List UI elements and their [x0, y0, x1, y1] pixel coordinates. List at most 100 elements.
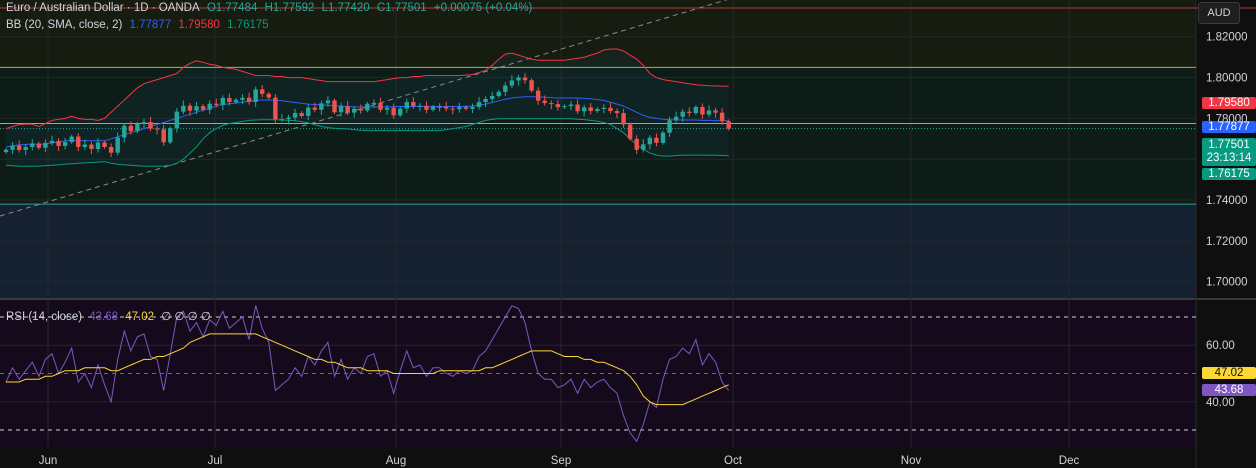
candle-body — [719, 112, 725, 122]
last-price-tag: 1.77501 23:13:14 — [1202, 138, 1256, 166]
rsi-ma-line — [6, 333, 729, 406]
candles — [3, 73, 731, 157]
candle-body — [687, 111, 692, 114]
candle-body — [424, 105, 429, 110]
bar-countdown: 23:13:14 — [1206, 152, 1252, 164]
rsi-label[interactable]: RSI (14, close) — [6, 311, 83, 323]
price-tick-label: 1.70000 — [1206, 277, 1248, 289]
bb-lower-price-tag: 1.76175 — [1202, 168, 1256, 180]
bb-lower-value: 1.76175 — [227, 19, 269, 31]
open-value: O1.77484 — [206, 2, 258, 14]
candle-body — [122, 125, 127, 138]
candle-body — [286, 117, 291, 120]
candle-body — [187, 105, 193, 111]
candle-body — [102, 142, 107, 147]
price-tick-label: 1.74000 — [1206, 195, 1248, 207]
candle-body — [568, 104, 574, 107]
last-price-value: 1.77501 — [1208, 139, 1250, 151]
candle-body — [128, 125, 134, 132]
rsi-ma-value: 47.02 — [125, 311, 155, 323]
candle-body — [56, 140, 61, 146]
zone-middle — [0, 67, 1196, 205]
change-value: +0.00075 (+0.04%) — [433, 2, 533, 14]
candle-body — [483, 98, 488, 103]
candle-body — [529, 80, 534, 91]
bb-lower-line — [5, 118, 729, 167]
high-value: H1.77592 — [264, 2, 315, 14]
candle-body — [542, 100, 547, 104]
currency-button[interactable]: AUD — [1198, 2, 1240, 24]
candle-body — [496, 91, 501, 96]
rsi-legend: RSI (14, close) 43.68 47.02 ∅ ∅ ∅ ∅ — [6, 309, 215, 323]
candle-body — [115, 137, 120, 153]
candle-body — [312, 107, 317, 110]
candle-body — [647, 137, 653, 145]
candle-body — [266, 93, 271, 98]
candle-body — [108, 146, 114, 153]
candle-body — [411, 102, 416, 107]
candle-body — [200, 106, 206, 110]
candle-body — [522, 77, 528, 81]
candle-body — [352, 108, 357, 113]
candle-body — [713, 110, 718, 113]
candle-body — [595, 108, 600, 112]
candle-body — [693, 106, 699, 114]
low-value: L1.77420 — [321, 2, 370, 14]
candle-body — [62, 142, 68, 146]
candle-body — [358, 108, 363, 111]
candle-body — [700, 106, 705, 115]
candle-body — [174, 111, 180, 129]
candle-body — [549, 103, 554, 105]
candle-body — [601, 107, 607, 109]
candle-body — [220, 97, 226, 105]
rsi-tick-label: 40.00 — [1206, 397, 1235, 409]
candle-body — [273, 97, 278, 120]
candle-body — [562, 106, 567, 108]
candle-body — [260, 89, 265, 94]
bb-label[interactable]: BB (20, SMA, close, 2) — [6, 19, 123, 31]
bb-upper-value: 1.79580 — [178, 19, 220, 31]
candle-body — [378, 102, 383, 110]
candle-body — [443, 106, 449, 109]
candle-body — [470, 106, 475, 109]
price-tick-label: 1.82000 — [1206, 32, 1248, 44]
price-legend: Euro / Australian Dollar · 1D · OANDA O1… — [6, 2, 536, 14]
candle-body — [246, 97, 252, 103]
candle-body — [168, 128, 173, 143]
candle-body — [345, 106, 350, 113]
symbol-label[interactable]: Euro / Australian Dollar · 1D · OANDA — [6, 2, 200, 14]
bb-legend: BB (20, SMA, close, 2) 1.77877 1.79580 1… — [6, 19, 273, 31]
candle-body — [43, 142, 48, 148]
candle-body — [141, 122, 147, 124]
trend-line — [0, 0, 728, 217]
rsi-price-tag: 43.68 — [1202, 384, 1256, 396]
candle-body — [49, 140, 55, 143]
candle-body — [450, 108, 455, 110]
zone-upper — [0, 0, 1196, 68]
candle-body — [3, 149, 9, 153]
candle-body — [384, 107, 390, 110]
candle-body — [627, 124, 633, 139]
candle-body — [161, 129, 166, 143]
candle-body — [457, 107, 462, 110]
candle-body — [76, 136, 81, 147]
candle-body — [154, 128, 160, 130]
candle-body — [581, 107, 587, 112]
rsi-value: 43.68 — [89, 311, 119, 323]
rsi-ma-price-tag: 47.02 — [1202, 367, 1256, 379]
candle-body — [23, 146, 28, 151]
candle-body — [660, 132, 666, 143]
candle-body — [667, 120, 672, 133]
price-tick-label: 1.72000 — [1206, 236, 1248, 248]
candle-body — [588, 107, 593, 112]
candle-body — [621, 113, 626, 125]
candle-body — [535, 90, 541, 101]
candle-body — [673, 116, 679, 121]
candle-body — [398, 108, 403, 116]
candle-body — [555, 104, 561, 108]
candle-body — [680, 111, 685, 117]
time-tick-label: Dec — [1059, 455, 1080, 467]
rsi-pane-bg — [0, 300, 1196, 447]
candle-body — [404, 102, 409, 109]
